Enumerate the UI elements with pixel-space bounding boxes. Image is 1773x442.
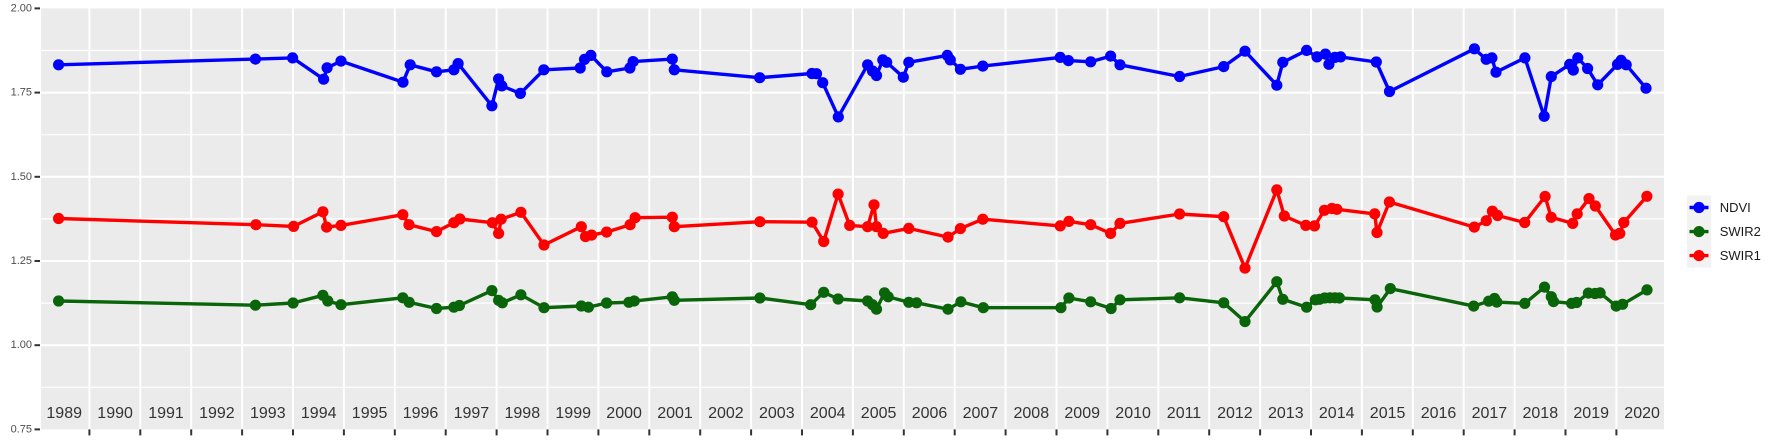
svg-text:1993: 1993 (250, 405, 286, 422)
svg-text:1.25: 1.25 (11, 255, 32, 267)
svg-text:1.75: 1.75 (11, 87, 32, 99)
svg-text:2017: 2017 (1472, 405, 1508, 422)
svg-text:2000: 2000 (606, 405, 642, 422)
svg-text:2.00: 2.00 (11, 2, 32, 14)
svg-text:1999: 1999 (555, 405, 591, 422)
svg-text:1990: 1990 (97, 405, 133, 422)
svg-text:2006: 2006 (912, 405, 948, 422)
svg-text:2016: 2016 (1421, 405, 1457, 422)
svg-text:1991: 1991 (148, 405, 184, 422)
svg-text:1998: 1998 (505, 405, 541, 422)
svg-text:2014: 2014 (1319, 405, 1355, 422)
svg-text:1997: 1997 (454, 405, 490, 422)
svg-text:2010: 2010 (1115, 405, 1151, 422)
svg-text:2005: 2005 (861, 405, 897, 422)
svg-text:2002: 2002 (708, 405, 744, 422)
svg-text:1995: 1995 (352, 405, 388, 422)
svg-text:1994: 1994 (301, 405, 337, 422)
svg-text:2018: 2018 (1523, 405, 1559, 422)
svg-text:SWIR1: SWIR1 (1720, 248, 1761, 263)
svg-text:1989: 1989 (46, 405, 82, 422)
svg-text:NDVI: NDVI (1720, 200, 1751, 215)
svg-text:2019: 2019 (1573, 405, 1609, 422)
svg-text:2003: 2003 (759, 405, 795, 422)
svg-text:2001: 2001 (657, 405, 693, 422)
svg-text:2004: 2004 (810, 405, 846, 422)
svg-text:1.50: 1.50 (11, 171, 32, 183)
svg-text:2012: 2012 (1217, 405, 1253, 422)
svg-text:2020: 2020 (1624, 405, 1660, 422)
svg-text:0.75: 0.75 (11, 423, 32, 435)
svg-text:SWIR2: SWIR2 (1720, 224, 1761, 239)
svg-text:1.00: 1.00 (11, 339, 32, 351)
svg-text:2013: 2013 (1268, 405, 1304, 422)
svg-text:2009: 2009 (1064, 405, 1100, 422)
svg-text:2015: 2015 (1370, 405, 1406, 422)
svg-text:2007: 2007 (963, 405, 999, 422)
svg-text:2011: 2011 (1167, 405, 1202, 422)
svg-text:1992: 1992 (199, 405, 235, 422)
svg-text:2008: 2008 (1014, 405, 1050, 422)
svg-text:1996: 1996 (403, 405, 439, 422)
